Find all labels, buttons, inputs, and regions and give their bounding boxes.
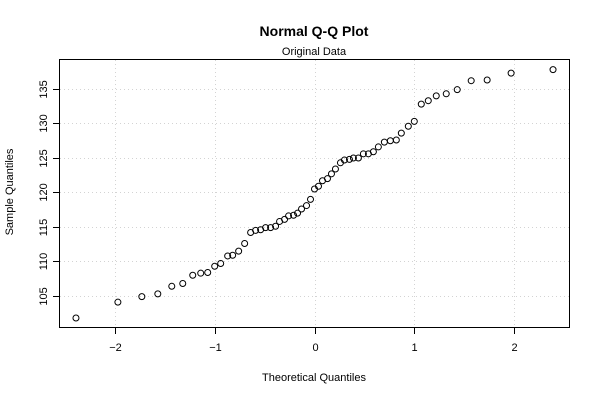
data-point — [331, 165, 339, 173]
y-tick-label: 125 — [38, 149, 50, 167]
data-point — [453, 86, 461, 94]
data-point — [507, 69, 515, 77]
y-tick-label: 135 — [38, 80, 50, 98]
data-point — [204, 268, 212, 276]
chart-subtitle: Original Data — [282, 46, 347, 58]
data-point — [285, 212, 293, 220]
data-points — [72, 66, 557, 322]
y-tick-label: 110 — [38, 253, 50, 271]
data-point — [72, 314, 80, 322]
data-point — [410, 117, 418, 125]
data-point — [267, 224, 275, 232]
data-point — [323, 175, 331, 183]
data-point — [154, 290, 162, 298]
chart-title: Normal Q-Q Plot — [260, 23, 369, 39]
data-point — [345, 155, 353, 163]
data-point — [307, 195, 315, 203]
data-point — [467, 77, 475, 85]
data-point — [549, 66, 557, 74]
data-point — [235, 247, 243, 255]
y-axis-label: Sample Quantiles — [4, 148, 16, 235]
data-point — [432, 92, 440, 100]
data-point — [359, 150, 367, 158]
y-tick-label: 130 — [38, 114, 50, 132]
data-point — [392, 136, 400, 144]
data-point — [114, 298, 122, 306]
data-point — [354, 154, 362, 162]
data-point — [197, 269, 205, 277]
data-point — [404, 122, 412, 130]
x-tick-label: 2 — [511, 342, 517, 354]
x-tick-label: 1 — [411, 342, 417, 354]
data-point — [179, 280, 187, 288]
x-tick-label: 0 — [312, 342, 318, 354]
data-point — [168, 282, 176, 290]
y-tick-label: 115 — [38, 219, 50, 237]
x-tick-label: −1 — [209, 342, 222, 354]
data-point — [252, 226, 260, 234]
y-axis: 105 110 115 120 125 130 135 — [38, 80, 60, 306]
y-tick-label: 120 — [38, 183, 50, 201]
grid — [60, 60, 569, 327]
data-point — [217, 260, 225, 268]
data-point — [281, 215, 289, 223]
x-axis-label: Theoretical Quantiles — [262, 372, 366, 384]
data-point — [483, 76, 491, 84]
data-point — [397, 129, 405, 137]
data-point — [290, 211, 298, 219]
data-point — [262, 224, 270, 232]
data-point — [294, 209, 302, 217]
x-axis: −2 −1 0 1 2 — [109, 327, 518, 354]
data-point — [189, 271, 197, 279]
data-point — [369, 148, 377, 156]
plot-frame — [59, 59, 570, 328]
data-point — [349, 154, 357, 162]
x-tick-label: −2 — [109, 342, 122, 354]
data-point — [424, 97, 432, 105]
data-point — [224, 252, 232, 260]
data-point — [229, 251, 237, 259]
data-point — [374, 143, 382, 151]
data-point — [314, 182, 322, 190]
data-point — [272, 222, 280, 230]
data-point — [211, 262, 219, 270]
data-point — [327, 170, 335, 178]
data-point — [241, 240, 249, 248]
data-point — [340, 156, 348, 164]
data-point — [417, 100, 425, 108]
data-point — [386, 137, 394, 145]
data-point — [442, 90, 450, 98]
data-point — [303, 202, 311, 210]
data-point — [298, 205, 306, 213]
data-point — [380, 138, 388, 146]
y-tick-label: 105 — [38, 287, 50, 305]
data-point — [138, 293, 146, 301]
